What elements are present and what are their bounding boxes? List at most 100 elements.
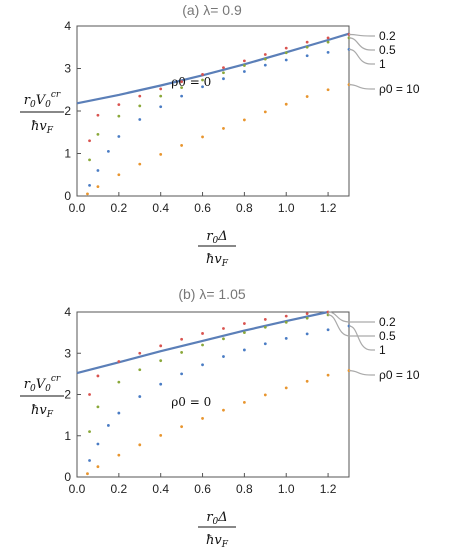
callout-leader	[348, 33, 375, 37]
series-point-2	[284, 51, 288, 55]
y-tick-label: 4	[64, 19, 71, 33]
series-point-1	[222, 327, 225, 330]
series-point-1	[305, 312, 309, 316]
series-point-3	[284, 337, 288, 340]
y-tick-label: 1	[64, 147, 71, 161]
series-point-4	[180, 425, 184, 429]
series-point-2	[263, 57, 267, 61]
panel-a: (a) λ= 0.9 0.0 0.2 0.4 0.6 0.8 1.0 1.2 0 1 2 3 4 ρ0…	[20, 2, 420, 269]
svg-text:r0V0cr: r0V0cr	[24, 374, 61, 394]
callout-leader	[348, 84, 375, 90]
x-tick-label: 0.8	[236, 201, 253, 215]
series-point-4	[242, 118, 246, 122]
callout-label: 1	[379, 343, 386, 357]
series-point-4	[86, 472, 89, 476]
x-tick-label: 0.2	[111, 482, 128, 496]
series-point-4	[96, 465, 100, 469]
series-point-3	[326, 50, 330, 54]
svg-text:ħvF: ħvF	[31, 119, 54, 136]
series-point-1	[222, 66, 225, 70]
x-tick-label: 0.0	[69, 482, 86, 496]
x-tick-label: 0.6	[194, 201, 211, 215]
series-point-3	[263, 342, 267, 346]
y-tick-label: 2	[64, 388, 71, 402]
series-point-2	[159, 359, 163, 363]
series-point-2	[305, 45, 309, 49]
callout-label: 0.2	[379, 315, 396, 329]
callout-label: ρ0 = 10	[379, 368, 420, 382]
series-point-2	[222, 337, 225, 341]
series-point-3	[138, 118, 142, 121]
panel-b-xlabel: r0Δ ħvF	[198, 510, 236, 548]
series-point-2	[138, 368, 142, 372]
series-point-3	[284, 58, 288, 62]
series-point-3	[106, 149, 110, 153]
series-point-2	[284, 320, 288, 324]
series-point-1	[305, 40, 309, 44]
series-point-2	[201, 343, 204, 347]
y-tick-label: 0	[64, 470, 71, 484]
series-point-3	[117, 135, 121, 138]
series-point-3	[222, 355, 225, 358]
series-point-2	[222, 71, 225, 75]
y-tick-label: 0	[64, 189, 71, 203]
series-point-3	[242, 70, 246, 73]
series-point-1	[326, 310, 330, 314]
series-point-1	[88, 139, 91, 143]
series-point-1	[284, 46, 288, 50]
callout-label: 0.2	[379, 29, 396, 43]
x-tick-label: 0.0	[69, 201, 86, 215]
series-point-1	[117, 360, 121, 363]
x-tick-label: 0.2	[111, 201, 128, 215]
series-point-1	[326, 36, 330, 40]
series-point-1	[284, 314, 288, 318]
panel-a-ticks: 0.0 0.2 0.4 0.6 0.8 1.0 1.2 0 1 2 3 4	[64, 19, 336, 215]
series-point-3	[138, 395, 142, 398]
svg-text:r0Δ: r0Δ	[206, 510, 227, 527]
series-point-4	[159, 152, 163, 156]
series-point-4	[305, 95, 309, 98]
panel-b-callouts: 0.20.51 ρ0 = 10	[327, 311, 420, 382]
x-tick-label: 1.2	[320, 482, 337, 496]
series-point-4	[242, 400, 246, 404]
series-point-4	[201, 135, 204, 139]
series-line-rho0-0	[76, 32, 350, 105]
series-point-3	[180, 94, 184, 98]
series-point-3	[88, 459, 91, 462]
panel-b: (b) λ= 1.05 0.0 0.2 0.4 0.6 0.8 1.0 1.2 0 1 2 3 4 ρ…	[20, 286, 420, 548]
series-point-3	[263, 63, 267, 67]
series-point-3	[242, 348, 246, 352]
callout-leader	[348, 48, 375, 65]
series-point-3	[180, 372, 184, 376]
series-point-3	[159, 382, 163, 386]
callout-label: ρ0 = 10	[379, 82, 420, 96]
panel-a-callouts: 0.20.51 ρ0 = 10	[348, 29, 420, 96]
series-point-4	[201, 417, 204, 420]
series-point-1	[138, 94, 142, 98]
series-point-2	[117, 114, 121, 118]
panel-b-frame	[76, 311, 350, 478]
series-point-1	[138, 351, 142, 355]
series-point-4	[326, 88, 330, 92]
series-point-1	[96, 113, 100, 117]
series-point-2	[242, 64, 246, 67]
svg-text:ħvF: ħvF	[206, 533, 229, 548]
series-point-2	[305, 316, 309, 320]
series-point-3	[201, 363, 204, 367]
series-point-3	[88, 183, 91, 187]
series-point-4	[222, 127, 225, 130]
series-point-2	[88, 430, 91, 434]
series-point-3	[117, 411, 121, 415]
series-point-4	[117, 173, 121, 177]
svg-text:r0V0cr: r0V0cr	[24, 90, 61, 110]
series-point-4	[159, 433, 163, 437]
series-point-3	[106, 424, 110, 427]
series-point-2	[180, 86, 184, 90]
series-point-1	[263, 318, 267, 321]
inline-label-rho0-0: ρ0 = 0	[171, 395, 211, 409]
series-point-4	[138, 443, 142, 447]
panel-b-title: (b) λ= 1.05	[178, 286, 246, 302]
panel-a-xlabel: r0Δ ħvF	[198, 229, 236, 269]
callout-label: 1	[379, 57, 386, 71]
panel-b-series: ρ0 = 0	[76, 310, 351, 476]
